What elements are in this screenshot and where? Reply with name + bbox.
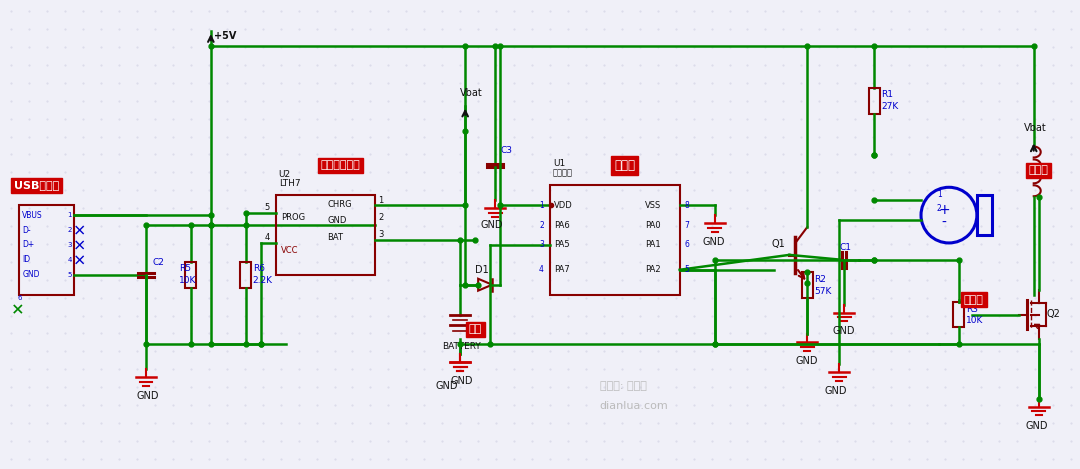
Text: +: + <box>939 203 949 217</box>
Text: 4: 4 <box>539 265 544 274</box>
Text: VCC: VCC <box>281 246 298 255</box>
Text: PA6: PA6 <box>554 220 570 229</box>
Text: C1: C1 <box>839 243 851 252</box>
Text: 电池: 电池 <box>469 325 482 334</box>
Text: 4: 4 <box>67 257 71 263</box>
Text: R3: R3 <box>966 304 977 314</box>
Text: 8: 8 <box>685 201 689 210</box>
Text: U1: U1 <box>553 159 565 168</box>
Text: GND: GND <box>435 381 458 391</box>
Text: D1: D1 <box>475 265 489 275</box>
Text: 1: 1 <box>378 196 383 205</box>
Text: 4: 4 <box>265 233 270 242</box>
Text: BAT: BAT <box>327 233 343 242</box>
Text: GND: GND <box>327 216 347 225</box>
Text: GND: GND <box>795 356 818 366</box>
Text: 2: 2 <box>67 227 71 233</box>
Text: 6: 6 <box>685 241 689 250</box>
Text: 发热丝: 发热丝 <box>964 295 984 304</box>
Text: 3: 3 <box>378 230 383 239</box>
Bar <box>977 195 991 235</box>
Text: PA2: PA2 <box>645 265 660 274</box>
Text: 2.2K: 2.2K <box>253 276 273 285</box>
Text: 5: 5 <box>265 203 270 212</box>
Text: 10K: 10K <box>179 276 197 285</box>
Text: +5V: +5V <box>214 31 237 41</box>
Bar <box>801 272 813 298</box>
Text: 57K: 57K <box>814 287 832 295</box>
Text: U2: U2 <box>279 170 291 179</box>
Text: GND: GND <box>833 326 854 336</box>
Text: R1: R1 <box>881 90 893 99</box>
Text: dianlua.com: dianlua.com <box>599 401 669 411</box>
Text: 5: 5 <box>685 265 689 274</box>
Text: 公众号: 电路啊: 公众号: 电路啊 <box>599 381 647 391</box>
Text: USB充电口: USB充电口 <box>14 180 59 190</box>
Text: 2: 2 <box>937 204 942 213</box>
Bar <box>868 88 879 113</box>
Text: 1: 1 <box>539 201 543 210</box>
Text: PA7: PA7 <box>554 265 570 274</box>
Text: Q2: Q2 <box>1047 309 1061 318</box>
Text: 10K: 10K <box>966 317 983 325</box>
Text: D-: D- <box>23 226 31 234</box>
Text: GND: GND <box>824 386 847 396</box>
Text: 7: 7 <box>685 220 689 229</box>
Text: 2: 2 <box>539 220 543 229</box>
Bar <box>240 262 252 287</box>
Text: GND: GND <box>703 237 725 247</box>
Text: VSS: VSS <box>645 201 661 210</box>
Text: 充电管理芯片: 充电管理芯片 <box>321 160 361 170</box>
Text: PA5: PA5 <box>554 241 569 250</box>
Text: -: - <box>942 216 946 230</box>
Text: CHRG: CHRG <box>327 200 352 209</box>
Text: 型号不详: 型号不详 <box>553 168 573 177</box>
Text: 麦克风: 麦克风 <box>1029 166 1049 175</box>
Text: VDD: VDD <box>554 201 572 210</box>
Text: VBUS: VBUS <box>23 211 43 219</box>
Text: D+: D+ <box>23 241 35 250</box>
Text: Q1: Q1 <box>771 239 785 249</box>
Text: BATTERY: BATTERY <box>442 342 481 351</box>
Text: 单片机: 单片机 <box>615 159 635 172</box>
Text: 1: 1 <box>937 190 942 199</box>
Bar <box>275 195 376 275</box>
Text: Vbat: Vbat <box>1024 122 1047 133</box>
Text: Vbat: Vbat <box>460 88 483 98</box>
Text: PA0: PA0 <box>645 220 660 229</box>
Text: C2: C2 <box>152 258 164 267</box>
Bar <box>186 262 197 287</box>
Text: 5: 5 <box>67 272 71 278</box>
Text: GND: GND <box>450 376 473 386</box>
Text: R2: R2 <box>814 275 826 284</box>
Bar <box>19 205 75 295</box>
Text: GND: GND <box>481 220 502 230</box>
Text: PROG: PROG <box>281 213 305 222</box>
Text: R5: R5 <box>179 264 191 273</box>
Text: 6: 6 <box>17 295 22 301</box>
Text: 2: 2 <box>378 213 383 222</box>
Text: 27K: 27K <box>881 102 899 111</box>
Bar <box>954 302 964 327</box>
Text: 3: 3 <box>539 241 544 250</box>
Text: GND: GND <box>1026 421 1049 431</box>
Text: R6: R6 <box>253 264 265 273</box>
Text: LTH7: LTH7 <box>279 179 300 188</box>
Text: C3: C3 <box>500 146 512 156</box>
Bar <box>550 185 679 295</box>
Text: PA1: PA1 <box>645 241 660 250</box>
Text: GND: GND <box>136 391 159 401</box>
Text: 1: 1 <box>67 212 71 218</box>
Text: GND: GND <box>23 270 40 279</box>
Text: 3: 3 <box>67 242 71 248</box>
Text: ID: ID <box>23 255 30 265</box>
